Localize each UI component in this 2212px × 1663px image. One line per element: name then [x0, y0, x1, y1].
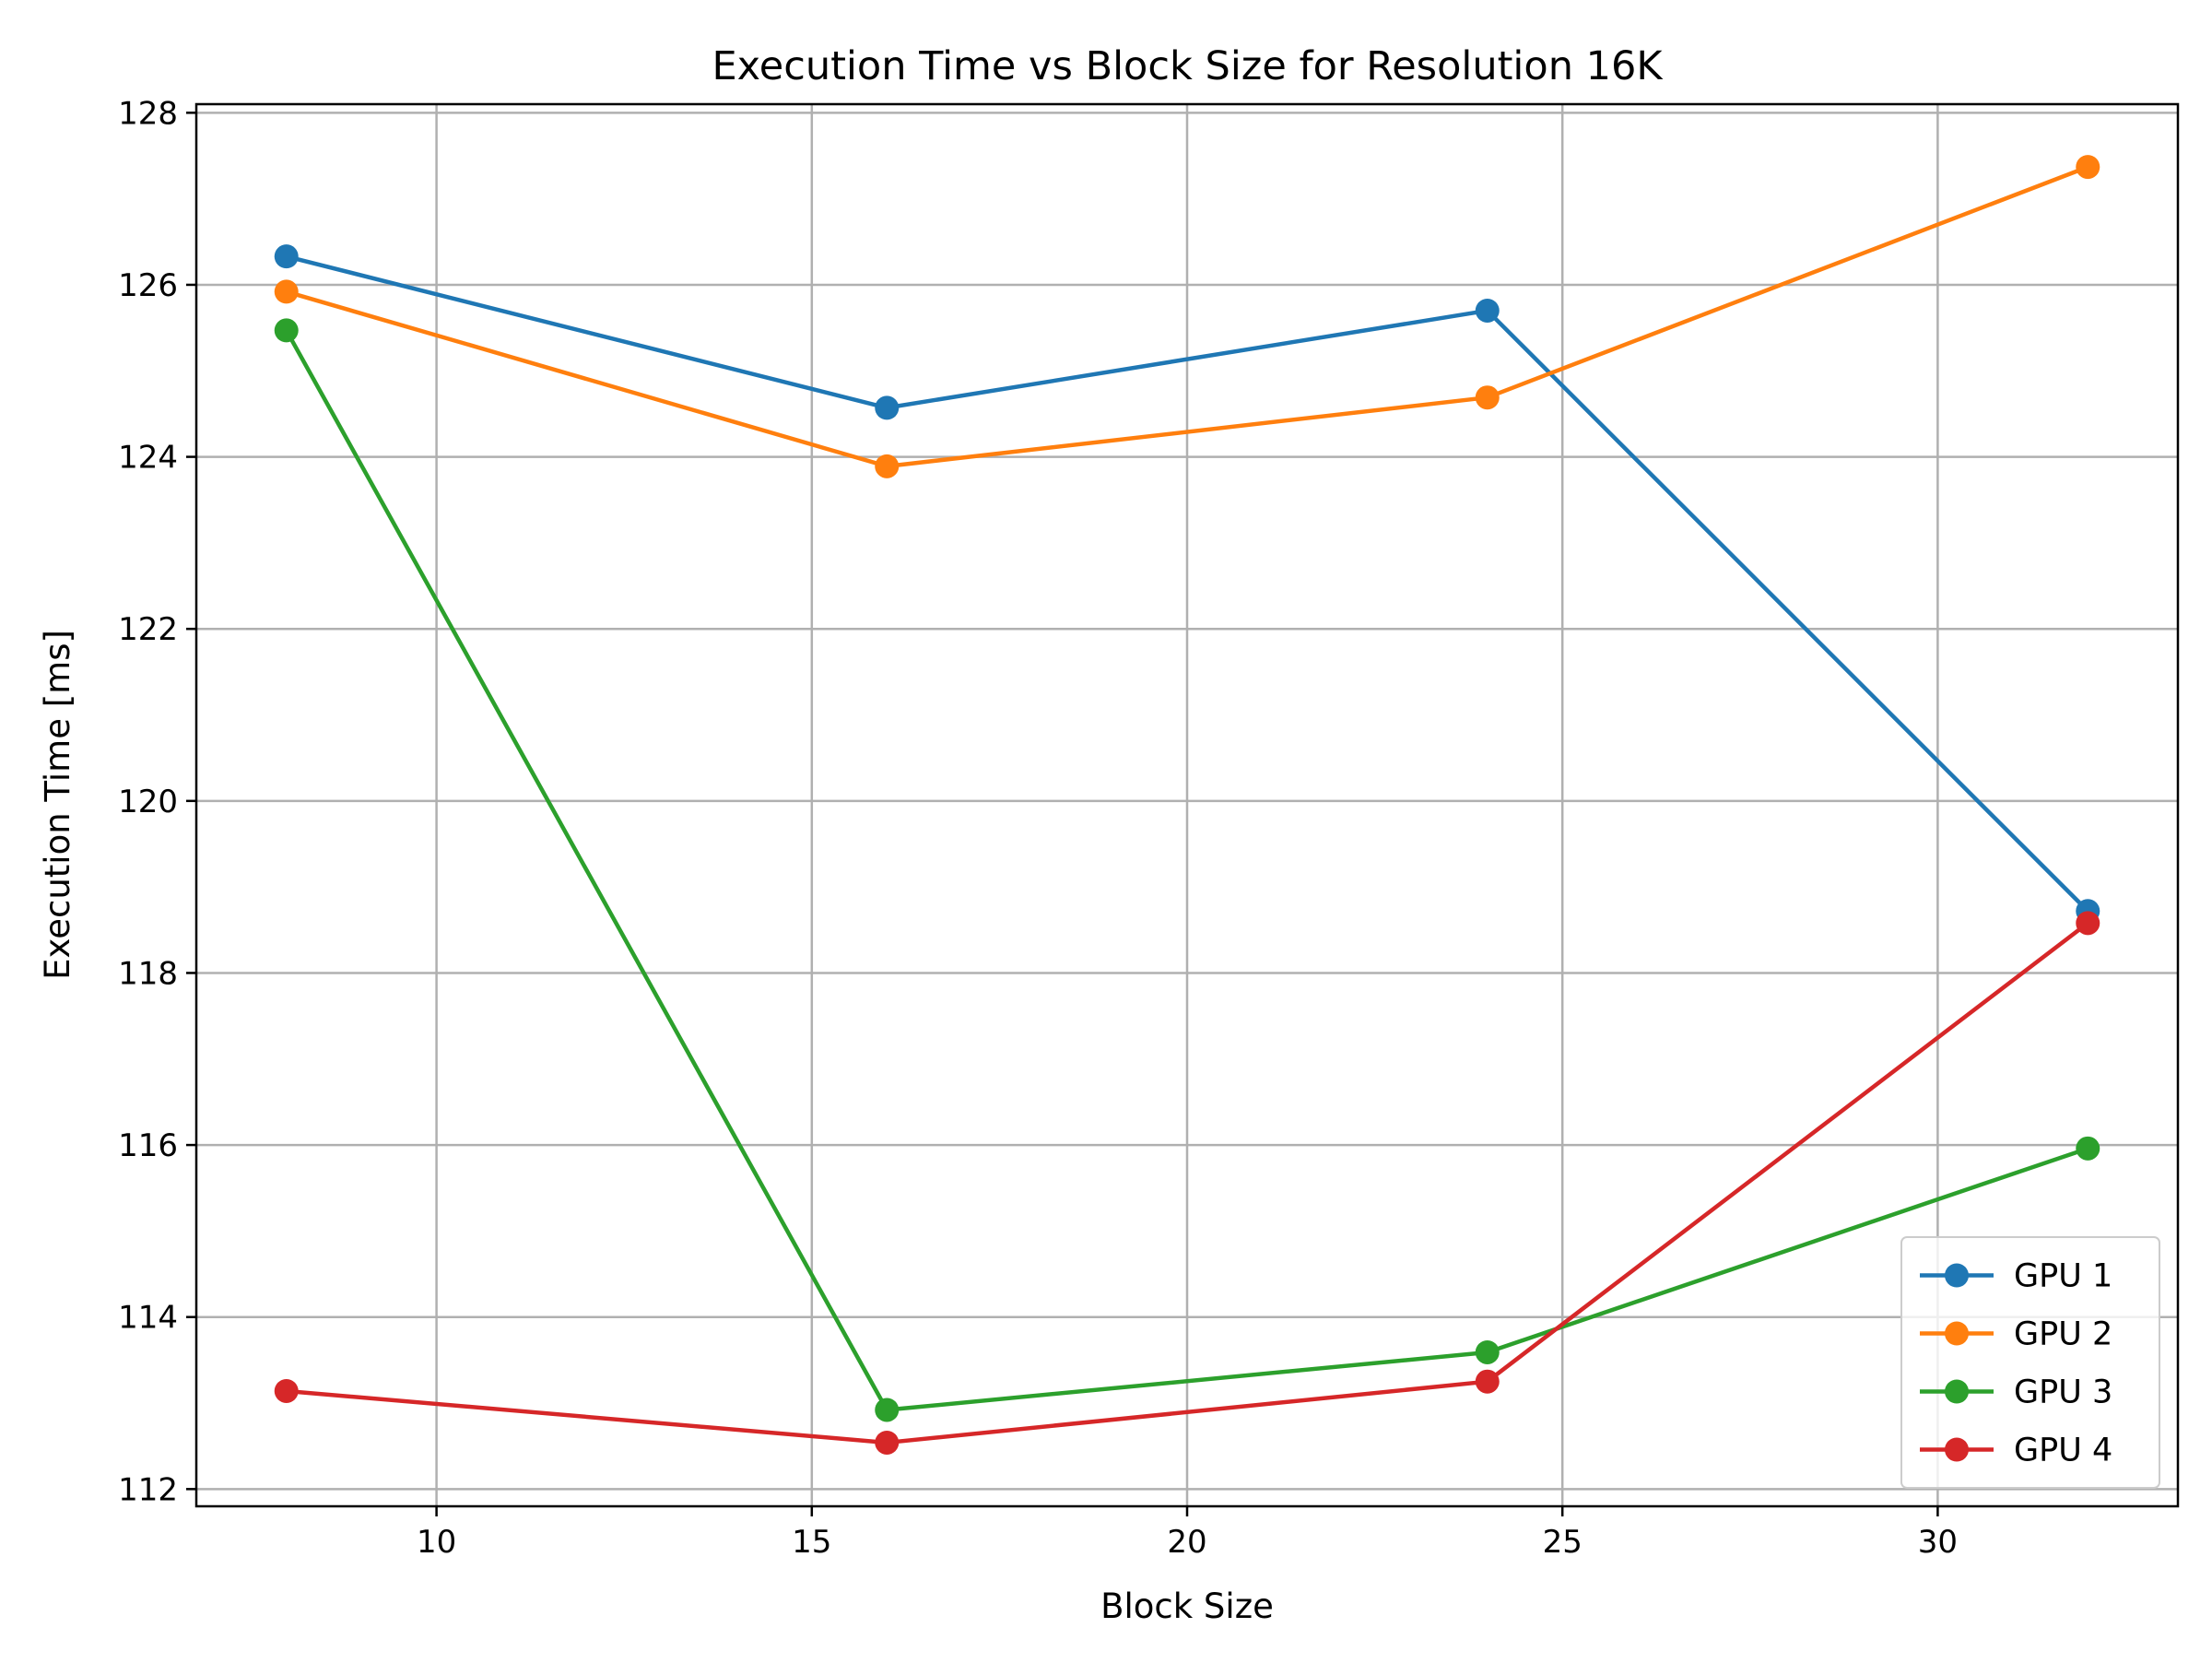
x-tick-label: 15: [792, 1524, 831, 1561]
tick-layer: 10 15 20 25 30 112 114 116 118 120 122 124 126 128: [118, 95, 1958, 1561]
data-point: [2076, 155, 2100, 180]
legend-marker: [1945, 1379, 1969, 1404]
series-gpu-2: [274, 155, 2100, 478]
data-point: [875, 395, 900, 420]
series-line: [286, 254, 2089, 913]
legend-label: GPU 2: [2014, 1316, 2112, 1353]
data-point: [875, 1398, 900, 1422]
data-point: [274, 318, 299, 343]
data-point: [1475, 1339, 1500, 1364]
legend-marker: [1945, 1437, 1969, 1462]
y-tick-label: 116: [118, 1127, 178, 1164]
y-tick-label: 112: [118, 1471, 178, 1508]
series-gpu-4: [274, 911, 2100, 1455]
data-point: [875, 1430, 900, 1455]
legend-marker: [1945, 1263, 1969, 1288]
series-gpu-3: [274, 318, 2100, 1422]
legend-label: GPU 1: [2014, 1258, 2112, 1295]
data-point: [875, 454, 900, 478]
chart-title: Execution Time vs Block Size for Resolut…: [712, 43, 1664, 89]
x-tick-label: 30: [1918, 1524, 1958, 1561]
y-axis-label: Execution Time [ms]: [38, 630, 77, 980]
y-tick-label: 118: [118, 955, 178, 992]
legend: GPU 1 GPU 2 GPU 3 GPU 4: [1900, 1236, 2160, 1489]
legend-label: GPU 3: [2014, 1374, 2112, 1411]
data-point: [274, 1378, 299, 1403]
y-tick-label: 124: [118, 440, 178, 477]
series-line: [286, 921, 2089, 1445]
y-tick-label: 122: [118, 611, 178, 648]
legend-label: GPU 4: [2014, 1433, 2112, 1469]
x-tick-label: 25: [1543, 1524, 1583, 1561]
y-tick-label: 120: [118, 784, 178, 820]
data-point: [274, 244, 299, 269]
series-layer: [274, 155, 2100, 1455]
data-point: [2076, 911, 2100, 936]
legend-box: [1900, 1236, 2160, 1489]
series-line: [284, 329, 2088, 1412]
data-point: [1475, 385, 1500, 410]
legend-marker: [1945, 1321, 1969, 1346]
y-tick-label: 126: [118, 267, 178, 304]
x-tick-label: 10: [417, 1524, 456, 1561]
data-point: [274, 279, 299, 304]
data-point: [2076, 1136, 2100, 1161]
series-line: [286, 165, 2089, 469]
y-tick-label: 128: [118, 95, 178, 132]
data-point: [1475, 298, 1500, 323]
x-axis-label: Block Size: [1100, 1586, 1274, 1626]
data-point: [1475, 1369, 1500, 1394]
x-tick-label: 20: [1167, 1524, 1206, 1561]
grid-layer: [196, 104, 2178, 1506]
y-tick-label: 114: [118, 1300, 178, 1337]
